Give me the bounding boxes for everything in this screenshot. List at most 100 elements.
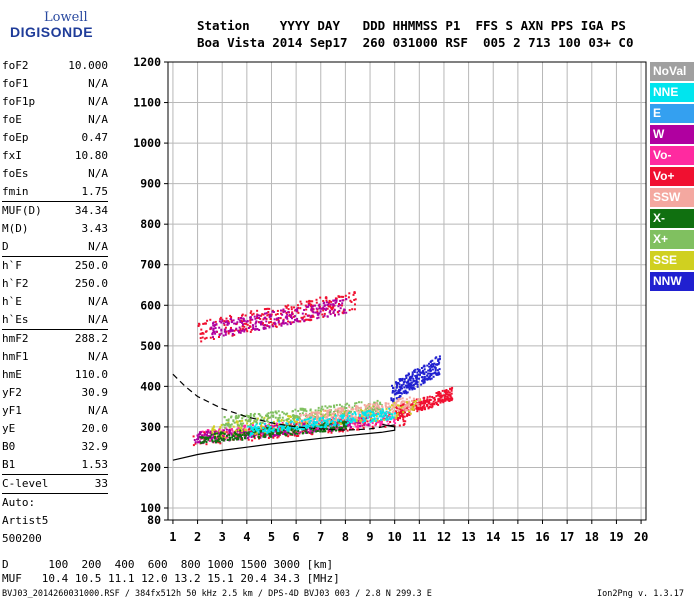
echo-point (324, 309, 327, 311)
echo-point (289, 419, 292, 422)
echo-point (356, 418, 358, 421)
echo-point (290, 429, 293, 432)
echo-point (262, 324, 265, 327)
echo-point (243, 428, 246, 431)
echo-point (353, 308, 356, 311)
echo-point (373, 415, 375, 418)
echo-point (337, 426, 340, 429)
echo-point (341, 302, 344, 305)
echo-point (296, 307, 299, 310)
echo-point (289, 426, 292, 429)
echo-point (364, 405, 367, 408)
echo-point (296, 432, 299, 435)
echo-point (361, 417, 364, 420)
echo-point (323, 301, 326, 304)
echo-point (214, 440, 217, 442)
echo-point (233, 333, 236, 336)
echo-point (323, 419, 326, 422)
echo-point (238, 420, 241, 422)
echo-point (329, 411, 332, 413)
echo-point (230, 423, 233, 426)
param-value: N/A (88, 295, 108, 308)
echo-point (253, 437, 256, 440)
echo-point (228, 434, 231, 436)
echo-point (408, 411, 411, 414)
param-row: M(D) 3.43 (2, 220, 108, 238)
echo-point (388, 411, 391, 414)
echo-point (308, 425, 311, 428)
echo-point (415, 375, 418, 378)
echo-point (302, 414, 305, 417)
echo-point (299, 431, 302, 434)
echo-point (406, 374, 409, 377)
echo-point (230, 433, 233, 436)
header-line2: Boa Vista 2014 Sep17 260 031000 RSF 005 … (197, 35, 634, 50)
echo-point (229, 424, 232, 427)
echo-point (231, 334, 234, 337)
echo-point (289, 416, 292, 418)
param-name: yF1 (2, 404, 22, 417)
echo-point (241, 417, 244, 420)
echo-point (365, 407, 367, 410)
echo-point (346, 413, 349, 416)
echo-point (253, 431, 256, 434)
echo-point (385, 405, 387, 408)
tick-label-y: 300 (140, 420, 161, 434)
echo-point (332, 306, 335, 309)
echo-point (358, 417, 361, 420)
echo-point (230, 432, 233, 435)
echo-point (303, 309, 306, 311)
echo-point (311, 424, 314, 426)
echo-point (225, 422, 228, 425)
echo-point (270, 313, 273, 316)
echo-point (198, 441, 201, 444)
echo-point (307, 424, 310, 427)
echo-point (192, 435, 195, 438)
echo-point (437, 400, 440, 403)
echo-point (326, 418, 329, 421)
echo-point (443, 399, 446, 401)
echo-point (268, 427, 271, 430)
echo-point (196, 441, 199, 444)
echo-point (199, 436, 202, 439)
echo-point (196, 438, 198, 441)
echo-point (254, 328, 257, 331)
echo-point (422, 378, 425, 381)
echo-point (286, 313, 289, 316)
echo-point (194, 442, 197, 445)
echo-point (243, 322, 246, 325)
echo-point (249, 424, 252, 427)
echo-point (256, 429, 259, 431)
echo-point (396, 381, 398, 384)
echo-point (273, 423, 276, 426)
echo-point (286, 418, 289, 421)
echo-point (268, 433, 271, 436)
echo-point (305, 318, 308, 321)
echo-point (342, 295, 345, 298)
echo-point (269, 416, 272, 419)
echo-point (323, 421, 326, 424)
echo-point (355, 425, 358, 428)
param-value: 110.0 (74, 368, 108, 381)
echo-point (208, 440, 211, 442)
echo-point (306, 414, 308, 417)
echo-point (264, 430, 267, 433)
echo-point (403, 415, 406, 418)
echo-point (355, 406, 358, 409)
tick-label-y: 80 (147, 513, 161, 527)
echo-point (260, 314, 263, 317)
echo-point (423, 373, 426, 376)
echo-point (367, 407, 369, 410)
echo-point (199, 433, 201, 435)
echo-point (286, 412, 289, 415)
auto-artist: Artist5 (2, 514, 49, 527)
echo-point (275, 428, 278, 431)
echo-point (406, 413, 409, 416)
echo-point (402, 390, 405, 393)
echo-point (400, 406, 403, 409)
echo-point (274, 313, 277, 316)
echo-point (345, 419, 348, 422)
echo-point (234, 437, 237, 440)
echo-point (411, 399, 413, 402)
echo-point (266, 314, 269, 317)
